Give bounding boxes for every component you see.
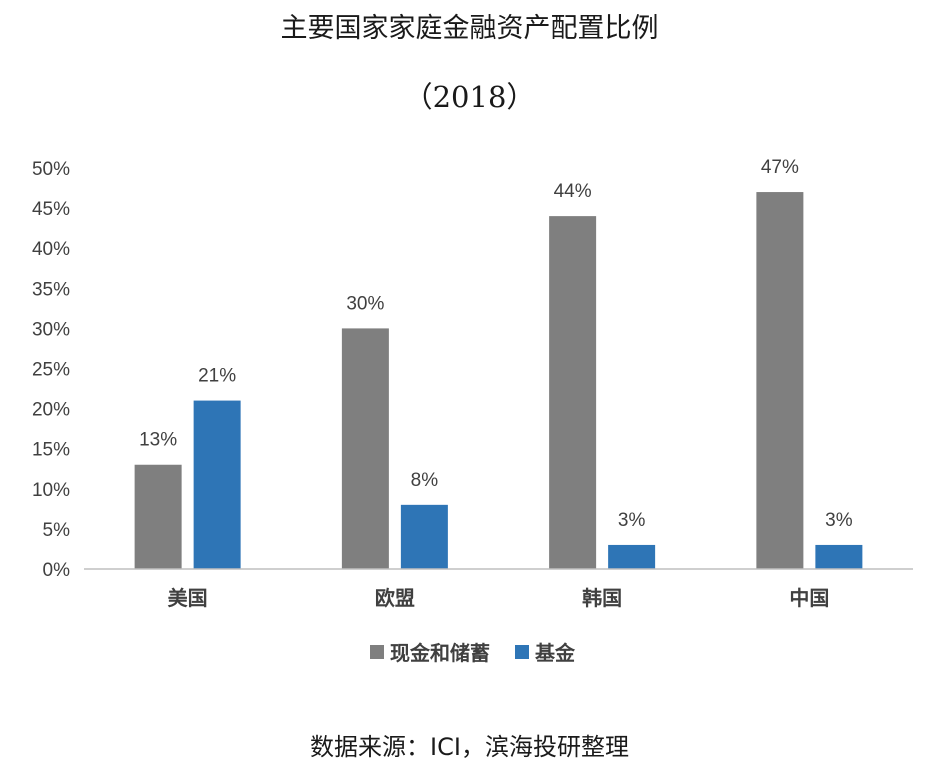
x-tick-label: 欧盟 xyxy=(375,586,415,610)
chart-subtitle: （2018） xyxy=(403,80,536,114)
source-note: 数据来源：ICI，滨海投研整理 xyxy=(310,733,629,761)
y-tick-label: 50% xyxy=(32,159,70,180)
y-tick-label: 0% xyxy=(43,560,71,581)
legend-swatch xyxy=(370,645,384,659)
y-tick-label: 25% xyxy=(32,360,70,381)
bar-funds xyxy=(193,400,241,569)
data-label: 3% xyxy=(618,510,646,531)
bar-funds xyxy=(400,504,448,569)
legend-swatch xyxy=(515,645,529,659)
bar-cash-savings xyxy=(756,192,804,569)
chart-title: 主要国家家庭金融资产配置比例 xyxy=(280,13,659,44)
y-axis-tick-labels: 0% 5% 10% 15% 20% 25% 30% 35% 40% 45% 50% xyxy=(32,159,70,581)
bar-cash-savings xyxy=(134,464,182,569)
data-label: 44% xyxy=(554,181,592,202)
y-tick-label: 15% xyxy=(32,440,70,461)
data-label: 8% xyxy=(411,470,439,491)
data-label: 3% xyxy=(825,510,853,531)
x-tick-label: 中国 xyxy=(789,586,829,610)
bar-chart: 0% 5% 10% 15% 20% 25% 30% 35% 40% 45% 50% 13% 21% 30… xyxy=(32,157,913,665)
legend-label: 现金和储蓄 xyxy=(390,641,490,665)
y-tick-label: 35% xyxy=(32,279,70,300)
y-tick-label: 10% xyxy=(32,480,70,501)
bar-cash-savings xyxy=(341,328,389,569)
bar-funds xyxy=(815,544,863,569)
x-tick-label: 美国 xyxy=(168,586,208,610)
data-label: 13% xyxy=(139,430,177,451)
bars xyxy=(134,192,863,569)
y-tick-label: 45% xyxy=(32,199,70,220)
x-axis-tick-labels: 美国 欧盟 韩国 中国 xyxy=(168,586,830,610)
y-tick-label: 5% xyxy=(43,520,71,541)
data-label: 30% xyxy=(346,293,384,314)
y-tick-label: 40% xyxy=(32,239,70,260)
data-label: 21% xyxy=(198,366,236,387)
legend-label: 基金 xyxy=(535,641,576,665)
data-label: 47% xyxy=(761,157,799,178)
y-tick-label: 20% xyxy=(32,400,70,421)
data-labels: 13% 21% 30% 8% 44% 3% 47% 3% xyxy=(139,157,853,531)
bar-funds xyxy=(608,544,656,569)
bar-cash-savings xyxy=(549,216,597,569)
y-tick-label: 30% xyxy=(32,319,70,340)
x-tick-label: 韩国 xyxy=(582,586,622,610)
legend: 现金和储蓄 基金 xyxy=(370,641,576,665)
